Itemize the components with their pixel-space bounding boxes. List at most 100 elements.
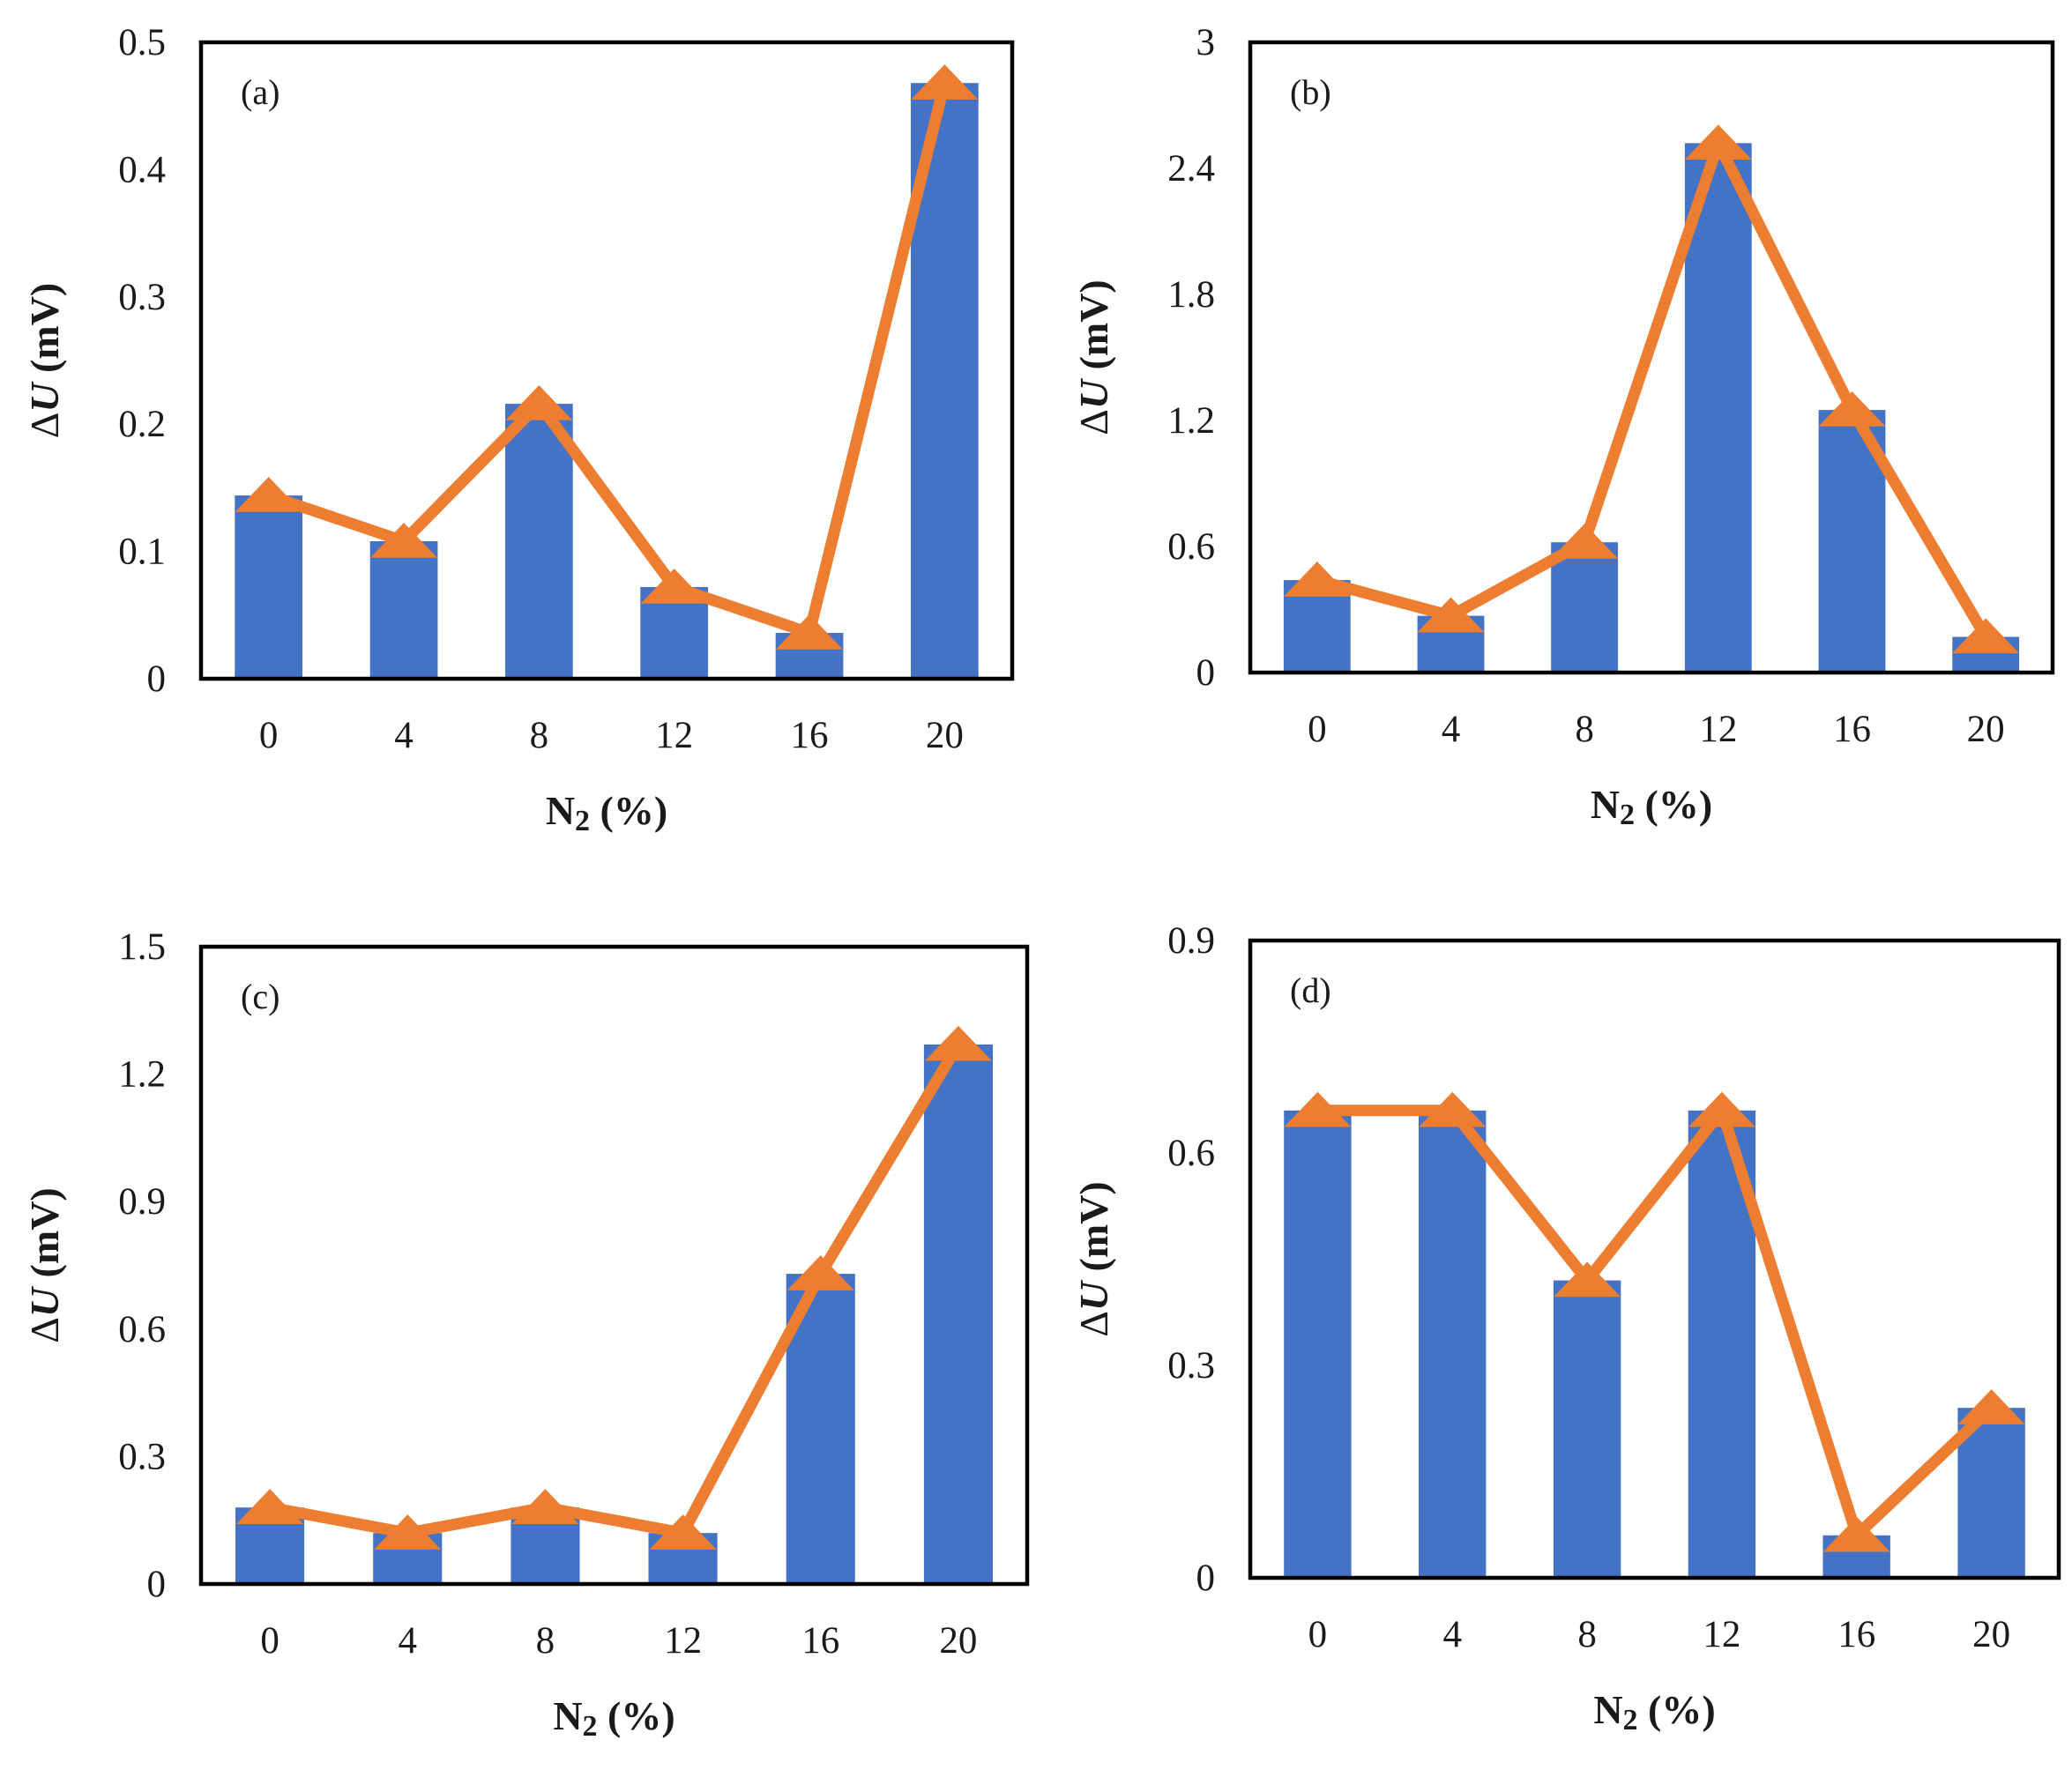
y-tick-label-b: 0 <box>1196 652 1216 694</box>
y-tick-label-b: 3 <box>1196 22 1216 63</box>
x-axis-title-c: N2 (%) <box>553 1693 675 1743</box>
triangle-marker-c-16 <box>786 1255 854 1290</box>
y-tick-label-c: 0 <box>147 1564 167 1605</box>
bar-d-8 <box>1553 1280 1621 1578</box>
x-tick-label-b: 12 <box>1699 709 1737 750</box>
bar-a-4 <box>369 541 438 679</box>
triangle-marker-b-12 <box>1684 124 1752 160</box>
y-tick-label-c: 1.5 <box>118 926 166 968</box>
y-tick-label-a: 0.5 <box>118 22 166 63</box>
bar-b-8 <box>1551 542 1618 673</box>
triangle-marker-a-16 <box>776 614 843 650</box>
x-tick-label-b: 4 <box>1442 709 1461 750</box>
triangle-marker-d-20 <box>1957 1389 2025 1424</box>
triangle-marker-d-12 <box>1688 1091 1755 1127</box>
triangle-marker-c-4 <box>374 1514 442 1550</box>
bar-c-20 <box>923 1044 993 1584</box>
panel-label-a: (a) <box>241 72 279 112</box>
x-tick-label-a: 12 <box>655 715 693 756</box>
y-axis-title-b: ΔU (mV) <box>1071 279 1116 435</box>
x-tick-label-c: 16 <box>801 1620 839 1662</box>
panel-a: 0 0.1 0.2 0.3 0.4 0.5 0 4 8 12 16 20 (a) N2 (%) ΔU (mV… <box>22 22 1015 837</box>
x-tick-label-a: 0 <box>259 715 279 756</box>
x-tick-label-b: 20 <box>1967 709 2005 750</box>
x-tick-label-b: 8 <box>1575 709 1594 750</box>
series-line-a <box>263 77 950 639</box>
x-tick-label-c: 0 <box>260 1620 279 1662</box>
triangle-marker-d-0 <box>1284 1091 1352 1127</box>
series-line-d <box>1311 1104 1998 1542</box>
triangle-marker-a-8 <box>505 385 573 420</box>
y-tick-label-c: 0.6 <box>118 1309 166 1350</box>
panel-c: 0 0.3 0.6 0.9 1.2 1.5 0 4 8 12 16 20 (c) N2 (%) ΔU (mV… <box>22 926 1030 1743</box>
x-tick-label-b: 16 <box>1833 709 1871 750</box>
y-axis-title-d: ΔU (mV) <box>1071 1181 1116 1337</box>
triangle-marker-d-4 <box>1419 1091 1487 1127</box>
x-tick-label-d: 4 <box>1443 1614 1463 1655</box>
y-tick-label-d: 0.6 <box>1167 1133 1215 1174</box>
series-line-b <box>1311 137 1992 643</box>
bar-a-8 <box>505 404 573 679</box>
x-tick-label-b: 0 <box>1308 709 1327 750</box>
triangle-marker-b-0 <box>1283 561 1351 597</box>
y-tick-label-a: 0.1 <box>118 532 166 573</box>
x-axis-title-a: N2 (%) <box>546 788 667 837</box>
x-tick-label-d: 8 <box>1577 1614 1597 1655</box>
chart-root: 0 0.1 0.2 0.3 0.4 0.5 0 4 8 12 16 20 (a) N2 (%) ΔU (mV… <box>22 22 2061 1743</box>
triangle-marker-b-16 <box>1818 391 1886 427</box>
panel-b: 0 0.6 1.2 1.8 2.4 3 0 4 8 12 16 20 (b) N2 (%) ΔU (mV) <box>1071 22 2055 831</box>
triangle-marker-b-4 <box>1417 597 1485 633</box>
triangle-marker-d-8 <box>1554 1261 1621 1298</box>
x-tick-label-c: 8 <box>536 1620 555 1662</box>
x-tick-label-c: 20 <box>939 1620 977 1662</box>
y-axis-title-c: ΔU (mV) <box>22 1187 67 1343</box>
triangle-marker-a-20 <box>911 64 979 100</box>
y-tick-label-a: 0.2 <box>118 404 166 445</box>
triangle-marker-b-8 <box>1551 524 1619 559</box>
x-tick-label-d: 20 <box>1972 1614 2010 1655</box>
triangle-marker-c-0 <box>236 1489 304 1524</box>
panel-d: 0 0.3 0.6 0.9 0 4 8 12 16 20 (d) N2 (%) ΔU (mV) <box>1071 920 2061 1737</box>
y-tick-label-d: 0 <box>1196 1558 1216 1599</box>
triangle-marker-a-0 <box>235 476 302 512</box>
triangle-marker-a-12 <box>640 568 708 604</box>
triangle-marker-c-20 <box>924 1025 992 1061</box>
x-tick-label-a: 4 <box>394 715 414 756</box>
y-tick-label-c: 0.9 <box>118 1181 166 1223</box>
triangle-marker-b-20 <box>1952 618 2020 654</box>
x-axis-title-b: N2 (%) <box>1591 782 1712 831</box>
panel-label-c: (c) <box>241 977 279 1016</box>
y-axis-title-a: ΔU (mV) <box>22 283 67 439</box>
x-tick-label-a: 8 <box>530 715 549 756</box>
panel-label-d: (d) <box>1290 971 1331 1010</box>
y-tick-label-c: 1.2 <box>118 1054 166 1096</box>
bar-d-0 <box>1284 1110 1352 1578</box>
y-tick-label-a: 0 <box>147 658 167 700</box>
y-tick-label-c: 0.3 <box>118 1436 166 1477</box>
panel-label-b: (b) <box>1290 72 1331 112</box>
x-tick-label-d: 0 <box>1308 1614 1328 1655</box>
plot-frame-c <box>198 944 1030 1587</box>
y-tick-label-d: 0.3 <box>1167 1345 1215 1387</box>
bar-b-12 <box>1684 143 1752 673</box>
bar-d-4 <box>1419 1110 1487 1578</box>
plot-frame-d <box>1248 938 2061 1580</box>
x-axis-title-d: N2 (%) <box>1593 1687 1715 1737</box>
y-tick-label-b: 1.8 <box>1167 274 1215 316</box>
series-line-c <box>264 1038 965 1539</box>
bar-a-0 <box>235 495 302 679</box>
plot-frame-b <box>1248 40 2055 675</box>
x-tick-label-c: 4 <box>399 1620 418 1662</box>
x-tick-label-a: 16 <box>791 715 829 756</box>
x-tick-label-d: 12 <box>1703 1614 1740 1655</box>
x-tick-label-d: 16 <box>1837 1614 1875 1655</box>
triangle-marker-d-16 <box>1822 1516 1890 1552</box>
triangle-marker-a-4 <box>370 522 437 558</box>
x-tick-label-c: 12 <box>664 1620 702 1662</box>
triangle-marker-c-8 <box>511 1489 579 1524</box>
x-tick-label-a: 20 <box>926 715 964 756</box>
y-tick-label-b: 0.6 <box>1167 526 1215 568</box>
y-tick-label-b: 1.2 <box>1167 400 1215 442</box>
y-tick-label-a: 0.4 <box>118 149 166 190</box>
